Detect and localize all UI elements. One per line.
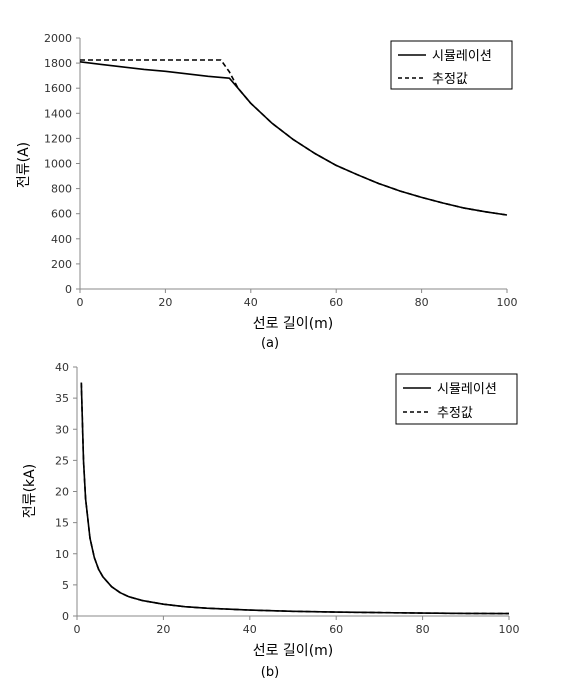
chart-b-plot: 0 5 10 15 20 25 30 35 40 0 20 40 60 80 100 bbox=[55, 361, 520, 636]
chart-b-y-tick-label: 25 bbox=[55, 454, 69, 467]
chart-b: 전류(kA) 선로 길이(m) (b) 시뮬레이션 추정값 bbox=[22, 373, 518, 680]
chart-a-x-tick-label: 20 bbox=[158, 296, 172, 309]
chart-a-x-tick-label: 100 bbox=[497, 296, 518, 309]
chart-b-legend: 시뮬레이션 추정값 bbox=[395, 373, 518, 425]
chart-b-x-tick-label: 20 bbox=[156, 623, 170, 636]
chart-b-x-tick-label: 100 bbox=[499, 623, 520, 636]
chart-b-legend-box bbox=[395, 373, 518, 425]
chart-b-y-tick-label: 40 bbox=[55, 361, 69, 374]
chart-b-y-tick-label: 15 bbox=[55, 517, 69, 530]
chart-b-series-estimate-line bbox=[80, 382, 510, 615]
chart-a: 전류(A) 선로 길이(m) (a) 시뮬레이션 추정값 bbox=[16, 40, 513, 351]
chart-a-y-tick-label: 1000 bbox=[44, 158, 72, 171]
chart-a-legend-label-estimate: 추정값 bbox=[432, 72, 468, 87]
chart-b-y-tick-label: 35 bbox=[55, 392, 69, 405]
chart-b-x-tick-label: 0 bbox=[74, 623, 81, 636]
chart-a-plot: 0 200 400 600 800 1000 1200 1400 1600 1800 2000 0 20… bbox=[44, 32, 518, 309]
chart-a-y-tick-label: 2000 bbox=[44, 32, 72, 45]
chart-b-y-tick-label: 0 bbox=[62, 610, 69, 623]
chart-a-legend: 시뮬레이션 추정값 bbox=[390, 40, 513, 90]
chart-b-x-axis-label: 선로 길이(m) bbox=[253, 643, 334, 659]
chart-b-y-axis-title: 전류(kA) bbox=[22, 464, 38, 518]
chart-a-y-axis-label: 전류(A) bbox=[16, 142, 32, 188]
chart-a-y-tick-label: 1800 bbox=[44, 57, 72, 70]
chart-b-y-tick-label: 30 bbox=[55, 423, 69, 436]
chart-b-panel-label: (b) bbox=[261, 665, 279, 680]
chart-a-x-axis-label: 선로 길이(m) bbox=[253, 316, 334, 332]
chart-b-y-tick-label: 5 bbox=[62, 579, 69, 592]
chart-a-panel-label: (a) bbox=[261, 336, 279, 351]
chart-b-y-axis-label: 전류(kA) bbox=[22, 464, 38, 518]
chart-b-x-tick-label: 60 bbox=[329, 623, 343, 636]
chart-a-x-tick-label: 0 bbox=[77, 296, 84, 309]
chart-a-legend-label-simulation: 시뮬레이션 bbox=[432, 49, 492, 64]
chart-b-x-tick-label: 80 bbox=[416, 623, 430, 636]
chart-a-y-tick-label: 1200 bbox=[44, 132, 72, 145]
chart-a-x-tick-label: 80 bbox=[415, 296, 429, 309]
chart-a-x-tick-label: 60 bbox=[329, 296, 343, 309]
chart-a-y-tick-label: 0 bbox=[65, 283, 72, 296]
chart-a-y-tick-label: 1400 bbox=[44, 107, 72, 120]
chart-a-x-tick-label: 40 bbox=[244, 296, 258, 309]
chart-b-legend-label-simulation: 시뮬레이션 bbox=[437, 382, 497, 397]
chart-a-y-tick-label: 1600 bbox=[44, 82, 72, 95]
chart-a-y-tick-label: 800 bbox=[51, 183, 72, 196]
chart-b-x-tick-label: 40 bbox=[243, 623, 257, 636]
chart-a-y-tick-label: 600 bbox=[51, 208, 72, 221]
chart-a-y-tick-label: 400 bbox=[51, 233, 72, 246]
chart-a-y-axis-title: 전류(A) bbox=[16, 142, 32, 188]
chart-a-y-tick-label: 200 bbox=[51, 258, 72, 271]
chart-b-y-tick-label: 10 bbox=[55, 548, 69, 561]
chart-b-legend-label-estimate: 추정값 bbox=[437, 406, 473, 421]
chart-a-legend-box bbox=[390, 40, 513, 90]
chart-b-y-tick-label: 20 bbox=[55, 486, 69, 499]
